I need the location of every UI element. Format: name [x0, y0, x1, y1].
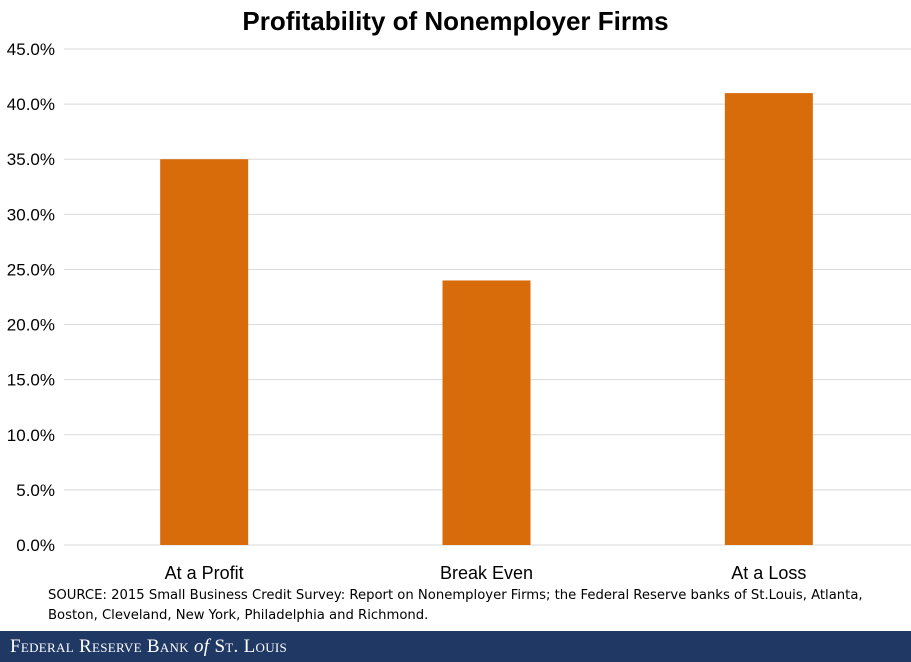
bars [160, 93, 813, 545]
y-axis-tick-labels: 0.0% 5.0% 10.0% 15.0% 20.0% 25.0% 30.0% 35.0% 40… [7, 40, 55, 555]
x-category-label: At a Loss [731, 563, 806, 583]
footer-text-after: St. Louis [214, 636, 288, 657]
y-tick-label: 25.0% [7, 260, 55, 279]
bar-chart: 0.0% 5.0% 10.0% 15.0% 20.0% 25.0% 30.0% 35.0% 40… [7, 40, 911, 583]
y-tick-label: 30.0% [7, 205, 55, 224]
x-category-label: Break Even [440, 563, 533, 583]
bar-break-even [442, 280, 531, 545]
footer-bar: Federal Reserve Bank of St. Louis [0, 631, 911, 662]
y-tick-label: 5.0% [16, 481, 55, 500]
footer-text-before: Federal Reserve Bank [10, 636, 189, 657]
chart-title: Profitability of Nonemployer Firms [242, 6, 669, 36]
y-tick-label: 35.0% [7, 150, 55, 169]
x-category-label: At a Profit [165, 563, 244, 583]
footer-text-italic: of [193, 636, 210, 657]
x-axis-category-labels: At a Profit Break Even At a Loss [165, 563, 807, 583]
bar-at-a-loss [724, 93, 813, 545]
footer-logo-text: Federal Reserve Bank of St. Louis [10, 636, 287, 658]
y-tick-label: 45.0% [7, 40, 55, 59]
y-tick-label: 20.0% [7, 316, 55, 335]
y-tick-label: 15.0% [7, 371, 55, 390]
bar-at-a-profit [160, 159, 249, 545]
y-tick-label: 0.0% [16, 536, 55, 555]
source-note: SOURCE: 2015 Small Business Credit Surve… [48, 588, 863, 623]
y-tick-label: 10.0% [7, 426, 55, 445]
y-tick-label: 40.0% [7, 95, 55, 114]
